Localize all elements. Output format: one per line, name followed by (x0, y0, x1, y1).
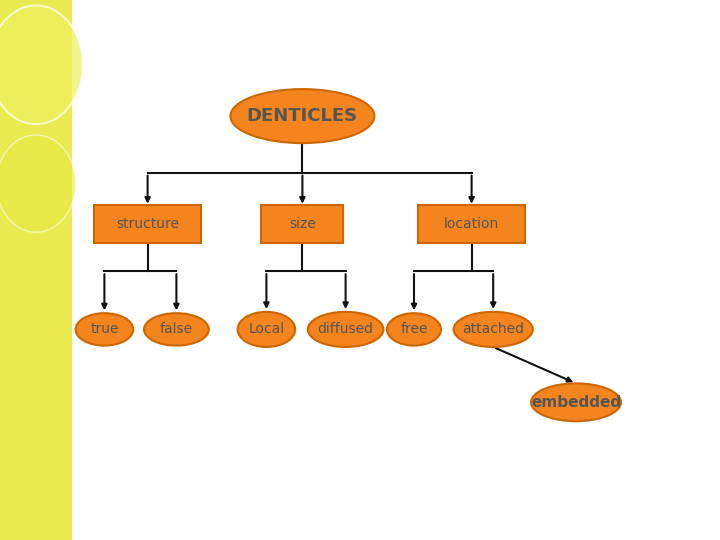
Ellipse shape (454, 312, 533, 347)
Text: structure: structure (116, 217, 179, 231)
Ellipse shape (387, 313, 441, 346)
Ellipse shape (0, 135, 76, 232)
Text: Local: Local (248, 322, 284, 336)
FancyBboxPatch shape (418, 206, 526, 243)
Text: size: size (289, 217, 316, 231)
Text: location: location (444, 217, 499, 231)
Text: embedded: embedded (531, 395, 621, 410)
Ellipse shape (144, 313, 209, 346)
Ellipse shape (76, 313, 133, 346)
FancyBboxPatch shape (94, 206, 201, 243)
Text: true: true (90, 322, 119, 336)
FancyBboxPatch shape (261, 206, 343, 243)
Text: free: free (400, 322, 428, 336)
Text: false: false (160, 322, 193, 336)
Ellipse shape (238, 312, 295, 347)
Ellipse shape (531, 383, 621, 421)
Text: diffused: diffused (318, 322, 374, 336)
Text: attached: attached (462, 322, 524, 336)
Text: DENTICLES: DENTICLES (247, 107, 358, 125)
Ellipse shape (307, 312, 383, 347)
Ellipse shape (0, 5, 83, 124)
Bar (0, 0, 72, 540)
Ellipse shape (230, 89, 374, 143)
